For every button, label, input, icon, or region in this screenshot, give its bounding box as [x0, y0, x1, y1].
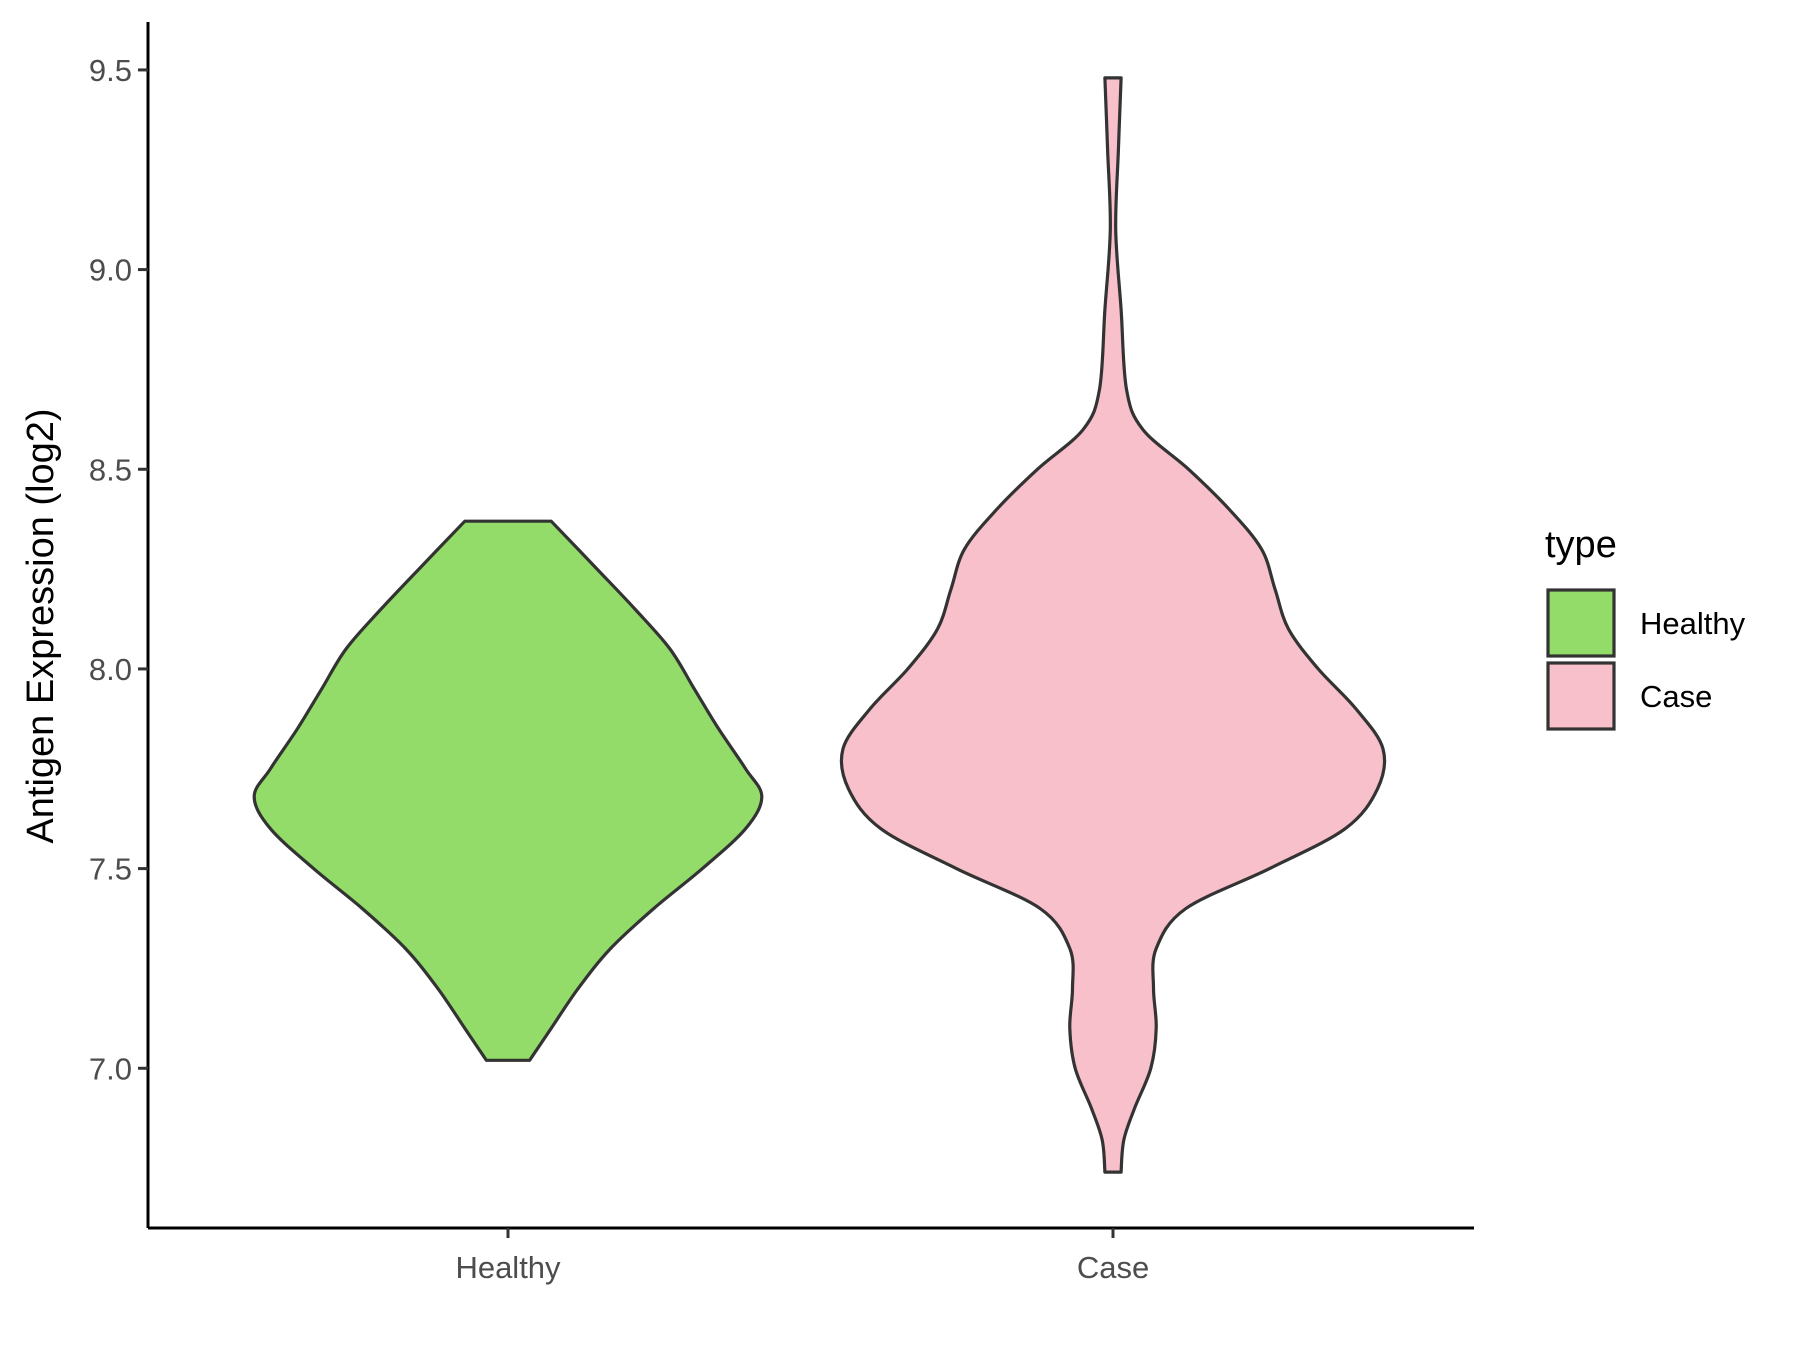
- legend-label-healthy: Healthy: [1640, 606, 1746, 641]
- y-tick-label: 9.5: [89, 53, 132, 88]
- legend-swatch-healthy: [1546, 588, 1616, 658]
- violin-healthy: [252, 519, 764, 1062]
- violin-case: [839, 76, 1387, 1174]
- ticks-layer: 7.0 7.5 8.0 8.5 9.0 9.5 Healthy Case: [89, 53, 1149, 1285]
- y-tick-label: 7.0: [89, 1051, 132, 1086]
- x-tick-label: Case: [1077, 1250, 1149, 1285]
- violins-layer: [252, 76, 1387, 1174]
- y-tick-label: 9.0: [89, 253, 132, 288]
- y-tick-label: 7.5: [89, 852, 132, 887]
- legend-label-case: Case: [1640, 679, 1712, 714]
- axes-layer: [146, 22, 1474, 1230]
- x-tick-label: Healthy: [455, 1250, 561, 1285]
- y-axis-title: Antigen Expression (log2): [20, 408, 62, 843]
- legend: type Healthy Case: [1545, 524, 1746, 731]
- legend-swatch-case: [1546, 661, 1616, 731]
- y-tick-label: 8.5: [89, 452, 132, 487]
- legend-title: type: [1545, 524, 1617, 566]
- y-tick-label: 8.0: [89, 652, 132, 687]
